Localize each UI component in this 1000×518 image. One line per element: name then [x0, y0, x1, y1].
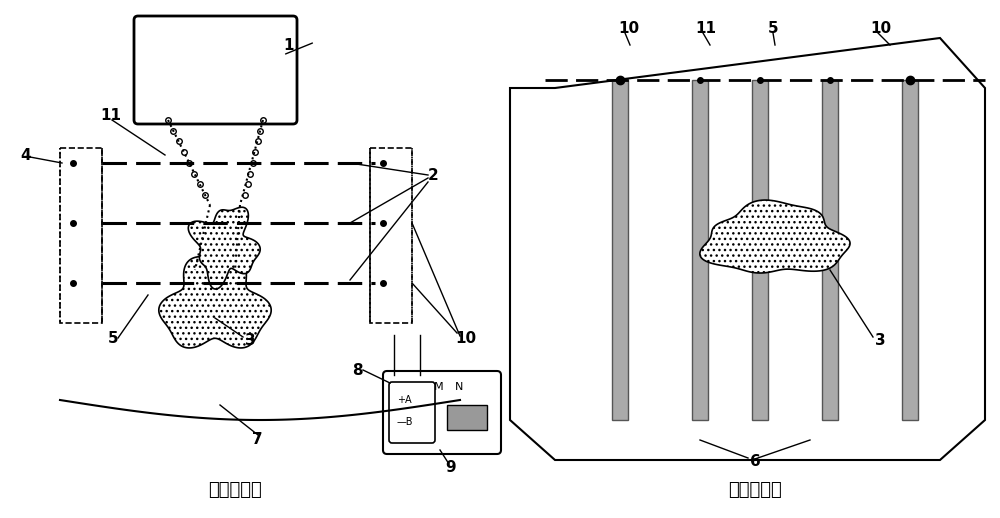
Text: 11: 11 — [695, 21, 716, 36]
Polygon shape — [188, 207, 260, 289]
Bar — [902, 80, 918, 420]
Bar — [612, 80, 628, 420]
Text: 10: 10 — [870, 21, 891, 36]
Text: N: N — [455, 382, 463, 392]
FancyBboxPatch shape — [134, 16, 297, 124]
Polygon shape — [159, 256, 271, 348]
Text: 5: 5 — [108, 330, 119, 346]
Bar — [752, 80, 768, 420]
FancyBboxPatch shape — [389, 382, 435, 443]
Text: M: M — [434, 382, 444, 392]
Bar — [692, 80, 708, 420]
Text: 剖面示意图: 剖面示意图 — [728, 481, 782, 499]
Text: +A: +A — [397, 395, 412, 405]
Bar — [822, 80, 838, 420]
Bar — [447, 405, 487, 430]
Text: 平面示意图: 平面示意图 — [208, 481, 262, 499]
Text: —B: —B — [397, 417, 414, 427]
Text: 8: 8 — [352, 363, 363, 378]
FancyBboxPatch shape — [383, 371, 501, 454]
Text: 1: 1 — [283, 38, 294, 53]
Text: 3: 3 — [245, 333, 256, 348]
Text: 9: 9 — [445, 461, 456, 476]
Text: 11: 11 — [100, 108, 121, 122]
Text: 10: 10 — [455, 330, 476, 346]
Text: 3: 3 — [875, 333, 886, 348]
Text: 2: 2 — [428, 167, 439, 182]
Polygon shape — [700, 200, 850, 273]
Text: 7: 7 — [252, 433, 263, 448]
Text: 4: 4 — [20, 148, 31, 163]
Text: 10: 10 — [618, 21, 639, 36]
Text: 5: 5 — [768, 21, 779, 36]
Text: 6: 6 — [750, 454, 761, 469]
